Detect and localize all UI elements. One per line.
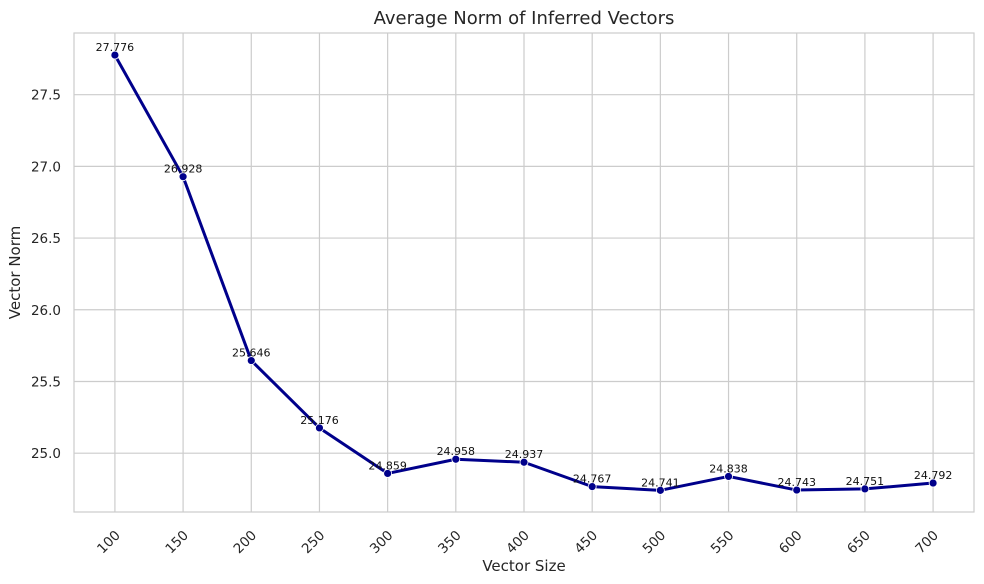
data-label: 25.176 bbox=[300, 414, 339, 427]
x-tick-labels: 100 150 200 250 300 350 400 450 500 550 600 650 700 bbox=[94, 528, 942, 558]
y-axis-label: Vector Norm bbox=[6, 226, 24, 319]
data-point bbox=[655, 485, 665, 495]
data-label: 24.743 bbox=[777, 476, 816, 489]
data-label: 24.958 bbox=[437, 445, 476, 458]
y-tick-label: 26.5 bbox=[31, 231, 61, 247]
grid-layer bbox=[74, 33, 974, 512]
data-label: 24.838 bbox=[709, 462, 748, 475]
data-label: 26.928 bbox=[164, 163, 203, 176]
data-point bbox=[383, 469, 393, 478]
x-tick-label: 450 bbox=[571, 528, 601, 558]
data-point bbox=[792, 485, 802, 495]
y-tick-label: 27.0 bbox=[31, 159, 61, 175]
data-labels-layer: 27.776 26.928 25.646 25.176 24.859 24.958 24.9… bbox=[96, 41, 953, 489]
x-tick-label: 600 bbox=[776, 528, 806, 558]
x-tick-label: 550 bbox=[708, 528, 738, 558]
data-point bbox=[928, 478, 938, 488]
data-label: 24.767 bbox=[573, 473, 612, 486]
x-tick-label: 200 bbox=[231, 528, 261, 558]
x-tick-label: 150 bbox=[162, 528, 192, 558]
y-tick-label: 25.5 bbox=[31, 374, 61, 390]
x-tick-label: 250 bbox=[299, 528, 329, 558]
data-point bbox=[587, 482, 597, 492]
x-tick-label: 350 bbox=[435, 528, 465, 558]
data-point bbox=[246, 356, 256, 365]
x-tick-label: 400 bbox=[503, 528, 533, 558]
data-point bbox=[724, 472, 733, 481]
x-tick-label: 700 bbox=[912, 528, 942, 558]
data-point bbox=[860, 484, 870, 494]
data-point bbox=[315, 423, 324, 433]
data-point bbox=[519, 457, 529, 467]
x-tick-label: 650 bbox=[844, 528, 874, 558]
data-label: 24.741 bbox=[641, 476, 680, 489]
data-point bbox=[451, 454, 461, 464]
chart-title: Average Norm of Inferred Vectors bbox=[374, 8, 675, 29]
x-tick-label: 100 bbox=[94, 528, 124, 558]
y-tick-label: 25.0 bbox=[31, 446, 61, 462]
data-label: 24.937 bbox=[505, 448, 544, 461]
x-tick-label: 500 bbox=[640, 528, 670, 558]
data-point bbox=[178, 172, 188, 182]
plot-frame bbox=[73, 32, 975, 513]
points-layer bbox=[110, 50, 938, 495]
x-tick-label: 300 bbox=[367, 528, 397, 558]
data-label: 24.751 bbox=[846, 475, 885, 488]
data-label: 24.792 bbox=[914, 469, 953, 482]
y-tick-labels: 25.0 25.5 26.0 26.5 27.0 27.5 bbox=[31, 88, 61, 463]
data-point bbox=[110, 50, 120, 60]
x-axis-label: Vector Size bbox=[482, 557, 565, 575]
data-label: 25.646 bbox=[232, 347, 271, 360]
data-label: 27.776 bbox=[96, 41, 135, 54]
y-tick-label: 26.0 bbox=[31, 303, 61, 319]
data-label: 24.859 bbox=[368, 459, 407, 472]
y-tick-label: 27.5 bbox=[31, 88, 61, 104]
